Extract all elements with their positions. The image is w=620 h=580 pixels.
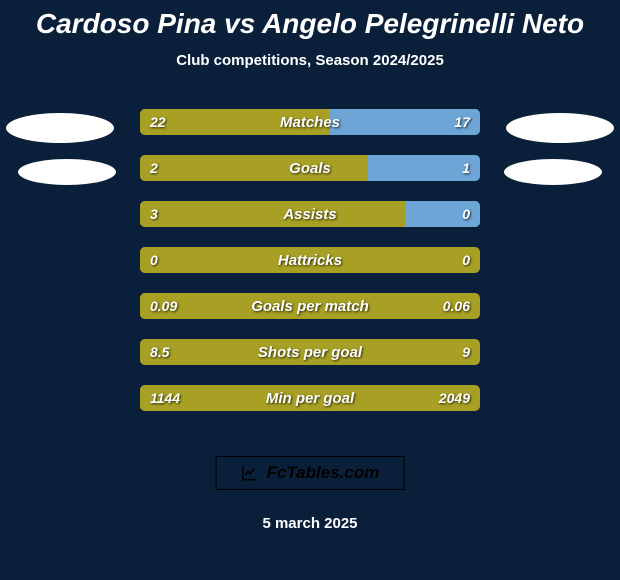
stat-row: Goals2 1 [140, 155, 480, 181]
stat-value-left: 2 [150, 155, 158, 181]
stat-value-left: 3 [150, 201, 158, 227]
stat-bar-track: Shots per goal8.5 9 [140, 339, 480, 365]
stat-label: Goals [140, 155, 480, 181]
player-right-ellipse-2 [504, 159, 602, 185]
stat-label: Matches [140, 109, 480, 135]
stat-row: Min per goal1144 2049 [140, 385, 480, 411]
footer-date: 5 march 2025 [0, 515, 620, 532]
page-title: Cardoso Pina vs Angelo Pelegrinelli Neto [0, 0, 620, 40]
stat-value-right: 2049 [439, 385, 470, 411]
stat-row: Hattricks0 0 [140, 247, 480, 273]
stat-value-left: 0.09 [150, 293, 177, 319]
stat-row: Matches22 17 [140, 109, 480, 135]
stat-value-left: 0 [150, 247, 158, 273]
stat-label: Shots per goal [140, 339, 480, 365]
stat-value-left: 22 [150, 109, 166, 135]
subtitle: Club competitions, Season 2024/2025 [0, 52, 620, 69]
stat-bar-track: Min per goal1144 2049 [140, 385, 480, 411]
stat-bar-track: Hattricks0 0 [140, 247, 480, 273]
stat-bar-track: Goals per match0.09 0.06 [140, 293, 480, 319]
comparison-infographic: Cardoso Pina vs Angelo Pelegrinelli Neto… [0, 0, 620, 580]
watermark-text: FcTables.com [267, 463, 380, 483]
stat-value-right: 0 [462, 201, 470, 227]
player-left-ellipse-1 [6, 113, 114, 143]
stats-area: Matches2217Goals21Assists30Hattricks00Go… [0, 97, 620, 417]
stat-label: Goals per match [140, 293, 480, 319]
stat-bar-track: Goals2 1 [140, 155, 480, 181]
stat-value-right: 1 [462, 155, 470, 181]
stat-value-left: 1144 [150, 385, 180, 411]
watermark-badge: FcTables.com [216, 456, 405, 490]
stat-row: Assists3 0 [140, 201, 480, 227]
stat-bar-track: Matches22 17 [140, 109, 480, 135]
chart-icon [241, 464, 259, 482]
stat-label: Assists [140, 201, 480, 227]
stat-label: Min per goal [140, 385, 480, 411]
stat-bar-track: Assists3 0 [140, 201, 480, 227]
stat-label: Hattricks [140, 247, 480, 273]
stat-value-right: 17 [454, 109, 470, 135]
stat-row: Goals per match0.09 0.06 [140, 293, 480, 319]
player-right-ellipse-1 [506, 113, 614, 143]
stat-value-right: 0 [462, 247, 470, 273]
stat-row: Shots per goal8.5 9 [140, 339, 480, 365]
stat-value-right: 9 [462, 339, 470, 365]
stat-value-left: 8.5 [150, 339, 169, 365]
stat-value-right: 0.06 [443, 293, 470, 319]
player-left-ellipse-2 [18, 159, 116, 185]
stat-bars: Matches2217Goals21Assists30Hattricks00Go… [140, 109, 480, 431]
